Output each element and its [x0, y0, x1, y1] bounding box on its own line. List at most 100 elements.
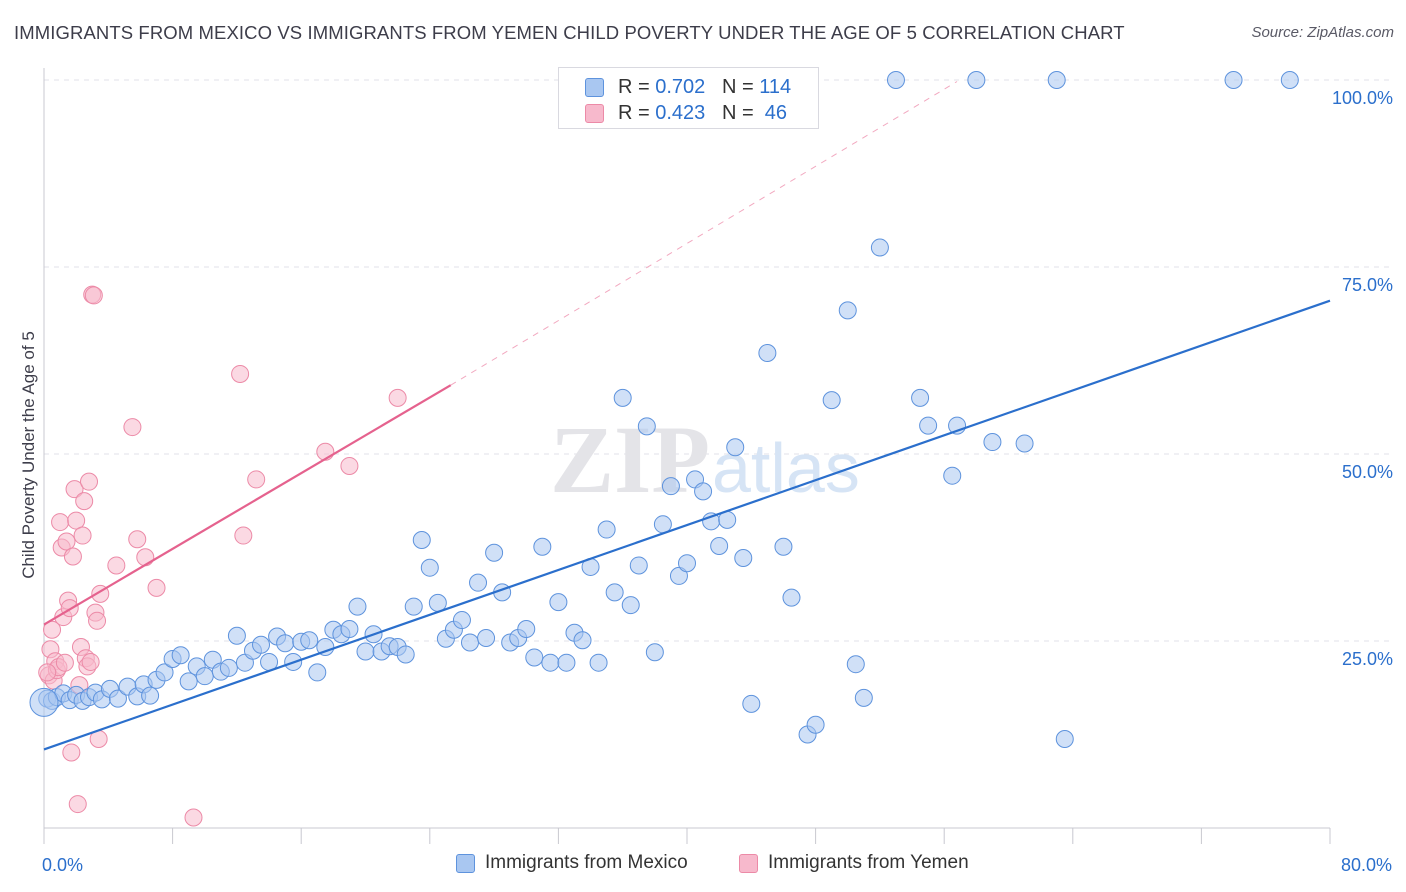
mexico-point [758, 344, 777, 363]
y-tick-label: 25.0% [1342, 649, 1393, 669]
x-max-label: 80.0% [1341, 855, 1392, 875]
y-tick-label: 50.0% [1342, 462, 1393, 482]
mexico-point [597, 520, 616, 539]
mexico-point [477, 629, 496, 648]
yemen-point [388, 388, 407, 407]
mexico-point [141, 686, 160, 705]
yemen-point [43, 620, 62, 639]
bottom-legend-swatch-yemen [739, 853, 758, 873]
mexico-point [541, 653, 560, 672]
bottom-legend-label-mexico: Immigrants from Mexico [485, 852, 688, 873]
mexico-point [983, 433, 1002, 452]
yemen-point [55, 653, 74, 672]
mexico-point [774, 537, 793, 556]
watermark-zip: ZIP [550, 406, 710, 513]
yemen-point [63, 547, 82, 566]
legend-r-yemen: 0.423 [655, 101, 706, 124]
mexico-point [108, 689, 127, 708]
chart-title: IMMIGRANTS FROM MEXICO VS IMMIGRANTS FRO… [14, 22, 1125, 43]
yemen-point [81, 652, 100, 671]
legend-r-label: R = [618, 101, 650, 124]
mexico-point [404, 597, 423, 616]
mexico-point [806, 715, 825, 734]
mexico-point [846, 655, 865, 674]
yemen-point [231, 364, 250, 383]
bottom-legend-mexico: Immigrants from Mexico [456, 852, 688, 874]
legend-n-mexico: 114 [759, 75, 792, 98]
mexico-point [886, 71, 905, 89]
yemen-point [38, 663, 57, 682]
mexico-point [171, 646, 190, 665]
mexico-point [227, 626, 246, 645]
legend-n-label: N = [721, 75, 754, 98]
mexico-point [911, 388, 930, 407]
mexico-point [356, 642, 375, 661]
source-note: Source: ZipAtlas.com [1251, 24, 1394, 41]
y-tick-labels: 25.0% 50.0% 75.0% 100.0% [1332, 88, 1393, 669]
y-axis-label: Child Poverty Under the Age of 5 [19, 331, 38, 579]
mexico-point [782, 588, 801, 607]
legend-row-yemen: R = 0.423 N = 46 [559, 99, 787, 127]
legend-r-label: R = [618, 75, 650, 98]
bottom-legend-label-yemen: Immigrants from Yemen [768, 852, 969, 873]
mexico-point [308, 663, 327, 682]
yemen-point [128, 530, 147, 549]
yemen-point [62, 743, 81, 762]
mexico-point [195, 667, 214, 686]
mexico-point [694, 482, 713, 501]
mexico-point [420, 558, 439, 577]
mexico-point [485, 543, 504, 562]
mexico-point [300, 631, 319, 650]
mexico-point [943, 466, 962, 485]
yemen-point [73, 526, 92, 545]
legend-row-mexico: R = 0.702 N = 114 [559, 73, 791, 101]
mexico-point [1224, 71, 1243, 89]
mexico-point [316, 637, 335, 656]
mexico-point [678, 554, 696, 573]
mexico-point [252, 635, 271, 654]
yemen-points [38, 285, 407, 827]
mexico-point [155, 663, 174, 682]
mexico-point [919, 416, 938, 435]
mexico-point [967, 71, 986, 89]
x-min-label: 0.0% [42, 855, 83, 875]
y-tick-label: 75.0% [1342, 275, 1393, 295]
mexico-point [179, 672, 198, 691]
mexico-point [517, 620, 536, 639]
yemen-point [75, 492, 94, 511]
mexico-point [348, 597, 367, 616]
mexico-point [734, 548, 753, 567]
mexico-point [661, 477, 680, 496]
mexico-point [412, 531, 431, 550]
mexico-point [396, 645, 415, 664]
yemen-point [247, 470, 266, 489]
mexico-point [525, 648, 544, 667]
mexico-point [549, 593, 568, 612]
bottom-legend-swatch-mexico [456, 853, 475, 873]
mexico-points [29, 71, 1299, 748]
yemen-point [88, 611, 107, 630]
mexico-point [710, 537, 729, 556]
grid [44, 79, 1392, 642]
yemen-point [147, 578, 166, 597]
mexico-point [557, 653, 576, 672]
x-ticks [43, 828, 1331, 844]
yemen-trendline-extension [450, 81, 958, 386]
yemen-point [67, 511, 86, 530]
mexico-point [605, 583, 624, 602]
mexico-point [838, 301, 857, 320]
mexico-point [469, 573, 488, 592]
mexico-point [460, 633, 479, 652]
mexico-point [822, 391, 841, 410]
mexico-point [1047, 71, 1066, 89]
mexico-point [637, 417, 656, 436]
legend-swatch-mexico [585, 77, 604, 97]
mexico-point [726, 438, 745, 457]
legend-n-label: N = [721, 101, 754, 124]
mexico-point [29, 687, 59, 717]
yemen-point [51, 513, 70, 532]
mexico-point [1280, 71, 1299, 89]
yemen-point [123, 418, 142, 437]
yemen-point [65, 480, 84, 499]
